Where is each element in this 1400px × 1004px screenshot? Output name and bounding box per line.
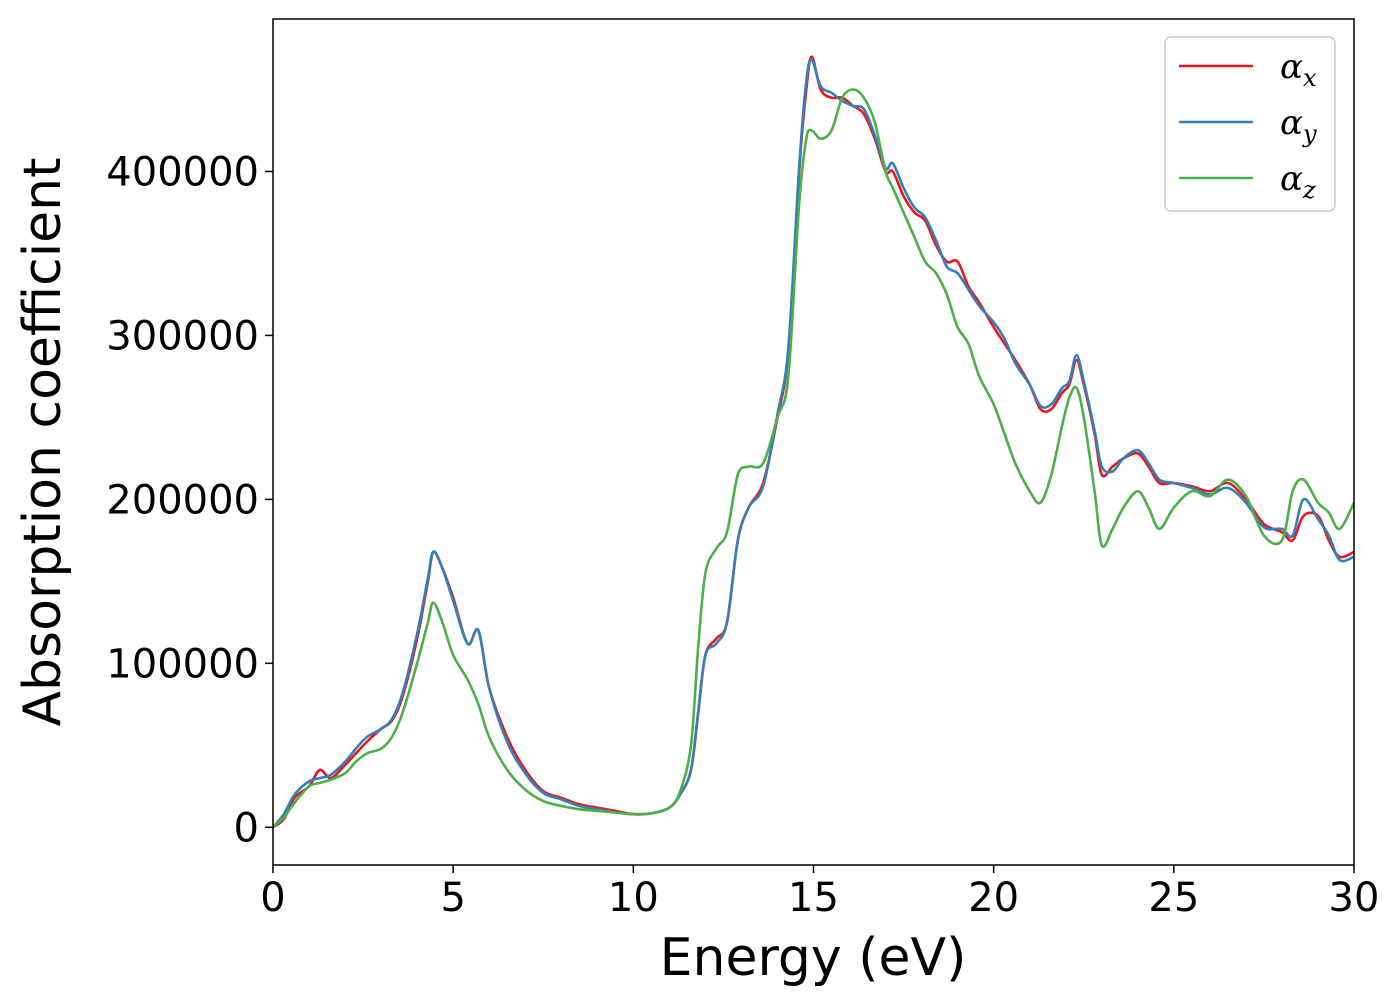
y-axis-title: Absorption coefficient [13,157,73,726]
legend-label-alpha-y: αy [1280,103,1317,148]
x-tick-label: 15 [788,875,839,921]
y-tick-label: 200000 [106,477,259,523]
legend-box [1164,36,1336,212]
series-line-alpha-z [273,88,1354,829]
y-tick-label: 100000 [106,641,259,687]
x-tick-label: 0 [260,875,285,921]
x-axis: 0 5 10 15 20 25 30 [260,865,1379,921]
y-tick-label: 0 [234,805,259,851]
series-line-alpha-y [273,58,1354,829]
y-axis: 0 100000 200000 300000 400000 [106,149,273,851]
y-tick-label: 300000 [106,313,259,359]
x-tick-label: 25 [1148,875,1199,921]
legend-label-alpha-x: αx [1280,47,1317,92]
y-tick-label: 400000 [106,149,259,195]
series-layer [273,55,1354,829]
x-tick-label: 5 [440,875,465,921]
x-tick-label: 30 [1329,875,1380,921]
x-tick-label: 20 [968,875,1019,921]
x-tick-label: 10 [608,875,659,921]
x-axis-title: Energy (eV) [660,928,967,988]
